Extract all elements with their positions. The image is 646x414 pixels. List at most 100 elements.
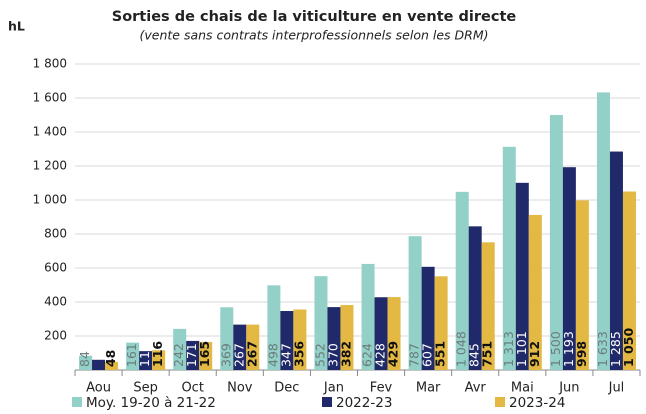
bar [468, 226, 482, 370]
bar [327, 307, 341, 370]
bar [199, 341, 213, 370]
bar [481, 242, 495, 370]
y-tick-label: 1 000 [33, 193, 67, 207]
legend-swatch [322, 397, 332, 407]
data-label: 382 [338, 341, 353, 367]
y-tick-label: 800 [44, 227, 67, 241]
data-label: 552 [312, 343, 327, 367]
bar [340, 305, 354, 370]
bar [575, 200, 589, 370]
legend-swatch [495, 397, 505, 407]
data-label: 267 [231, 343, 246, 367]
x-tick-label: Fev [370, 381, 393, 396]
data-label: 998 [574, 341, 589, 367]
data-label: 161 [124, 343, 139, 367]
x-tick-label: Jan [323, 381, 344, 396]
bar [515, 182, 529, 370]
bar [267, 285, 281, 370]
bar [502, 146, 516, 370]
chart-subtitle: (vente sans contrats interprofessionnels… [140, 28, 489, 43]
data-label: 1 500 [548, 331, 563, 367]
legend-label: Moy. 19-20 à 21-22 [86, 395, 216, 411]
data-label: 116 [150, 341, 165, 367]
data-label: 171 [184, 343, 199, 367]
legend-label: 2023-24 [509, 395, 565, 411]
data-label: 48 [103, 350, 118, 367]
bar [387, 297, 401, 370]
bar [314, 276, 328, 370]
data-label: 845 [467, 343, 482, 367]
y-tick-label: 1 800 [33, 57, 67, 71]
x-tick-label: Aou [86, 381, 111, 396]
bar [421, 266, 435, 370]
data-label: 751 [480, 341, 495, 367]
bar [186, 340, 200, 370]
data-label: 165 [197, 341, 212, 367]
data-label: 356 [291, 341, 306, 367]
bar [549, 115, 563, 370]
bar [126, 342, 140, 370]
data-label: 1 285 [608, 331, 623, 367]
data-label: 551 [433, 341, 448, 367]
legend-swatch [72, 397, 82, 407]
data-label: 607 [420, 343, 435, 367]
bar [374, 297, 388, 370]
bar [562, 167, 576, 370]
bar [246, 324, 260, 370]
bar [622, 191, 636, 370]
x-tick-label: Mar [416, 381, 441, 396]
data-label: 111 [137, 343, 152, 367]
bar [293, 309, 307, 370]
y-tick-label: 1 400 [33, 125, 67, 139]
x-tick-label: Jul [608, 381, 625, 396]
bar [609, 151, 623, 370]
bar [434, 276, 448, 370]
y-axis-label: hL [8, 19, 25, 34]
data-label: 242 [171, 343, 186, 367]
data-label: 1 101 [514, 331, 529, 367]
bar [361, 263, 375, 370]
x-tick-label: Sep [133, 381, 158, 396]
x-tick-label: Avr [465, 381, 487, 396]
y-tick-label: 200 [44, 329, 67, 343]
bar [152, 350, 166, 370]
bar [233, 324, 247, 370]
data-label: 428 [373, 343, 388, 367]
bar [92, 359, 106, 370]
y-tick-label: 400 [44, 295, 67, 309]
data-label: 1 633 [595, 331, 610, 367]
data-label: 1 313 [501, 331, 516, 367]
data-label: 429 [386, 341, 401, 367]
bar [105, 361, 119, 370]
legend-label: 2022-23 [336, 395, 392, 411]
bar [280, 311, 294, 370]
data-label: 912 [527, 341, 542, 367]
x-tick-label: Dec [274, 381, 299, 396]
y-tick-label: 600 [44, 261, 67, 275]
data-label: 1 050 [621, 328, 636, 367]
data-label: 1 193 [561, 331, 576, 367]
data-label: 498 [265, 343, 280, 367]
bar [596, 92, 610, 370]
x-tick-label: Nov [227, 381, 253, 396]
bar [455, 191, 469, 370]
bar [408, 236, 422, 370]
data-label: 787 [407, 343, 422, 367]
x-tick-label: Jun [558, 381, 579, 396]
data-label: 624 [360, 343, 375, 367]
x-tick-label: Oct [181, 381, 203, 396]
data-label: 347 [278, 343, 293, 367]
y-tick-label: 1 600 [33, 91, 67, 105]
data-label: 1 048 [454, 331, 469, 367]
x-tick-label: Mai [511, 381, 534, 396]
data-label: 369 [218, 343, 233, 367]
bar [528, 214, 542, 370]
data-label: 267 [244, 341, 259, 367]
bar [139, 351, 153, 370]
bar [173, 328, 187, 370]
bar [79, 355, 93, 370]
y-tick-label: 1 200 [33, 159, 67, 173]
data-label: 370 [325, 343, 340, 367]
data-label: 84 [77, 351, 92, 367]
